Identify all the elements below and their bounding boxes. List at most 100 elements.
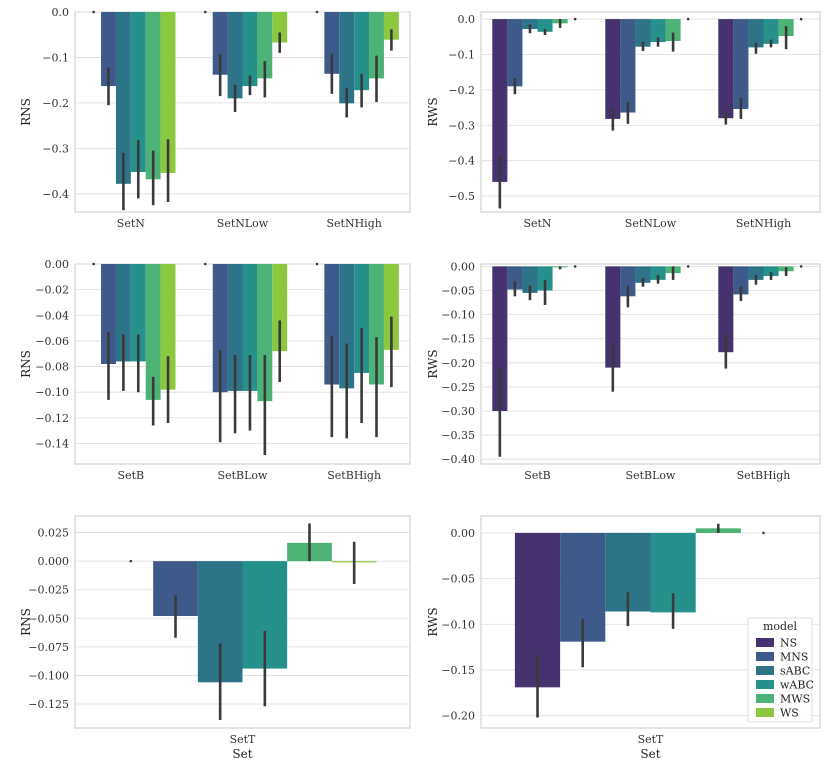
bar-wABC-SetB bbox=[130, 264, 146, 362]
bar-NS-SetNLow bbox=[605, 19, 621, 119]
x-tick-label: SetBLow bbox=[626, 469, 676, 482]
error-bar-WS-SetN bbox=[573, 17, 577, 21]
error-bar-WS-SetNLow bbox=[686, 17, 690, 21]
y-axis-label: RNS bbox=[19, 608, 33, 636]
x-tick-label: SetT bbox=[230, 733, 256, 746]
bar-MWS-SetNLow bbox=[257, 12, 273, 79]
bar-WS-SetBLow bbox=[272, 264, 288, 352]
error-bar-WS-SetBLow bbox=[686, 265, 690, 268]
error-bar-NS-SetBHigh bbox=[315, 262, 319, 266]
legend-swatch-sABC bbox=[756, 666, 774, 675]
bar-wABC-SetNLow bbox=[650, 19, 666, 43]
y-tick-label: −0.15 bbox=[441, 664, 475, 677]
bar-WS-SetN bbox=[160, 12, 176, 173]
bar-sABC-SetB bbox=[522, 266, 538, 293]
legend-swatch-WS bbox=[756, 708, 774, 717]
bar-MNS-SetB bbox=[507, 266, 523, 290]
plot-area bbox=[480, 263, 821, 465]
bar-MNS-SetN bbox=[101, 12, 116, 87]
bar-WS-SetNHigh bbox=[383, 12, 399, 40]
bar-sABC-SetNHigh bbox=[748, 19, 764, 48]
bar-MNS-SetBLow bbox=[212, 264, 228, 393]
bar-MNS-SetBLow bbox=[620, 266, 636, 297]
bar-MNS-SetNHigh bbox=[324, 12, 340, 74]
y-tick-label: −0.1 bbox=[448, 48, 475, 61]
y-tick-label: 0.00 bbox=[451, 260, 476, 273]
legend-label-MNS: MNS bbox=[780, 651, 808, 664]
bar-MWS-SetBHigh bbox=[369, 264, 384, 385]
y-tick-label: −0.08 bbox=[35, 361, 69, 374]
y-tick-label: −0.15 bbox=[441, 333, 475, 346]
x-tick-label: SetN bbox=[117, 217, 145, 230]
bar-WS-SetB bbox=[160, 264, 176, 390]
bar-MNS-SetNLow bbox=[212, 12, 228, 75]
bar-wABC-SetNHigh bbox=[354, 12, 370, 91]
bar-NS-SetNHigh bbox=[718, 19, 734, 119]
bar-NS-SetB bbox=[492, 266, 508, 411]
y-tick-label: −0.35 bbox=[441, 429, 475, 442]
error-bar-NS-SetNHigh bbox=[315, 10, 319, 14]
legend-label-sABC: sABC bbox=[780, 665, 810, 678]
legend-title: model bbox=[763, 620, 798, 633]
bar-sABC-SetNLow bbox=[635, 19, 651, 47]
error-bar-WS-SetBHigh bbox=[799, 265, 803, 268]
y-axis-label: RWS bbox=[426, 97, 440, 126]
error-bar-NS-SetT bbox=[129, 559, 133, 563]
x-axis-label: Set bbox=[232, 747, 252, 761]
bar-wABC-SetB bbox=[537, 266, 553, 291]
y-tick-label: −0.4 bbox=[42, 188, 69, 201]
bar-NS-SetN bbox=[492, 19, 508, 182]
legend-swatch-MWS bbox=[756, 694, 774, 703]
x-tick-label: SetNLow bbox=[625, 217, 677, 230]
y-tick-label: −0.025 bbox=[28, 584, 69, 597]
bar-MWS-SetN bbox=[145, 12, 161, 180]
y-tick-label: −0.30 bbox=[441, 405, 475, 418]
bar-MNS-SetNLow bbox=[620, 19, 636, 113]
bar-wABC-SetNHigh bbox=[763, 19, 779, 44]
bar-WS-SetNLow bbox=[272, 12, 288, 43]
bar-wABC-SetN bbox=[537, 19, 553, 32]
error-bar-WS-SetB bbox=[573, 265, 577, 268]
bar-sABC-SetB bbox=[115, 264, 131, 362]
bar-NS-SetBLow bbox=[605, 266, 621, 368]
y-tick-label: −0.125 bbox=[28, 698, 69, 711]
x-tick-label: SetNHigh bbox=[736, 217, 791, 230]
error-bar-NS-SetNLow bbox=[203, 10, 207, 14]
y-tick-label: 0.025 bbox=[38, 527, 70, 540]
y-axis-label: RNS bbox=[19, 98, 33, 126]
panel-2: 0.0 −0.1 −0.2 −0.3 −0.4 −0.5 SetN SetNLow SetNHi… bbox=[426, 11, 821, 230]
x-tick-label: SetBHigh bbox=[327, 469, 381, 482]
bar-MWS-SetB bbox=[145, 264, 161, 400]
panel-6: 0.00 −0.05 −0.10 −0.15 −0.20 SetT RWS Set model N… bbox=[426, 515, 821, 761]
y-tick-label: −0.02 bbox=[35, 284, 69, 297]
bar-MNS-SetB bbox=[101, 264, 116, 364]
bar-MNS-SetN bbox=[507, 19, 523, 87]
y-tick-label: −0.5 bbox=[448, 190, 475, 203]
y-tick-label: −0.14 bbox=[35, 437, 69, 450]
x-tick-label: SetNLow bbox=[217, 217, 269, 230]
y-tick-label: 0.000 bbox=[38, 555, 70, 568]
bar-sABC-SetN bbox=[115, 12, 131, 184]
y-tick-label: −0.06 bbox=[35, 335, 69, 348]
legend-swatch-NS bbox=[756, 638, 774, 647]
y-tick-label: 0.00 bbox=[45, 258, 70, 271]
y-tick-label: −0.10 bbox=[441, 618, 475, 631]
y-tick-label: −0.1 bbox=[42, 51, 69, 64]
bar-wABC-SetBLow bbox=[242, 264, 258, 391]
bar-MNS-SetBHigh bbox=[324, 264, 340, 385]
bar-MNS-SetNHigh bbox=[733, 19, 749, 109]
bar-wABC-SetN bbox=[130, 12, 146, 172]
bar-wABC-SetBHigh bbox=[354, 264, 370, 373]
x-axis-label: Set bbox=[640, 747, 660, 761]
y-tick-label: −0.075 bbox=[28, 641, 69, 654]
panel-5: 0.025 0.000 −0.025 −0.050 −0.075 −0.100 −0.125… bbox=[19, 515, 411, 761]
y-tick-label: −0.10 bbox=[35, 386, 69, 399]
x-tick-label: SetT bbox=[638, 733, 664, 746]
x-tick-label: SetN bbox=[523, 217, 551, 230]
error-bar-WS-SetT bbox=[762, 531, 765, 535]
x-tick-label: SetNHigh bbox=[327, 217, 382, 230]
legend-swatch-MNS bbox=[756, 652, 774, 661]
bar-wABC-SetNLow bbox=[242, 12, 258, 87]
